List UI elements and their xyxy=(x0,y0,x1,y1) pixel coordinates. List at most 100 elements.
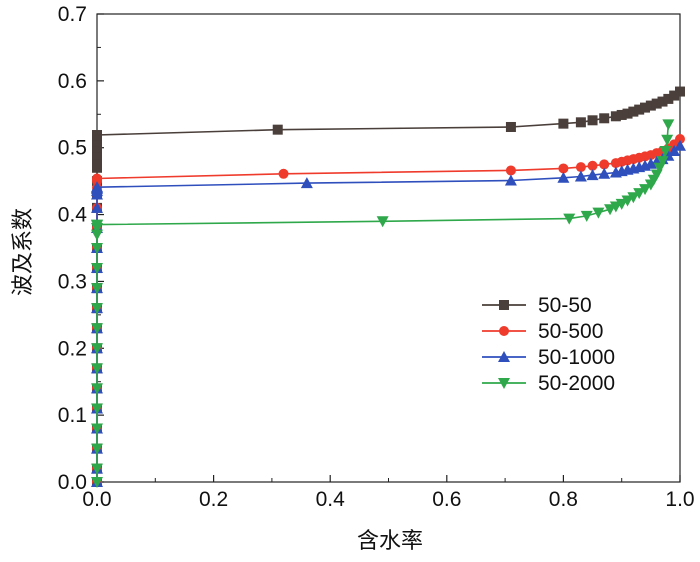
legend-label: 50-50 xyxy=(538,294,592,317)
data-point xyxy=(91,263,103,275)
data-point xyxy=(300,177,313,189)
data-point xyxy=(91,229,103,241)
data-point xyxy=(599,159,610,170)
y-tick-label: 0.4 xyxy=(58,204,88,227)
data-point xyxy=(628,106,639,117)
legend: 50-50 50-500 50-1000 50-2000 xyxy=(482,294,615,395)
series-50-1000 xyxy=(91,139,686,487)
data-point xyxy=(610,111,621,122)
data-point xyxy=(616,109,627,120)
data-point xyxy=(634,104,645,115)
x-axis-ticks: 0.0 0.2 0.4 0.6 0.8 1.0 xyxy=(82,475,695,511)
data-point xyxy=(91,403,103,415)
data-point xyxy=(558,118,569,129)
data-point xyxy=(674,139,686,151)
x-tick-label: 0.6 xyxy=(432,488,461,511)
legend-marker xyxy=(499,326,509,336)
data-point xyxy=(656,156,669,168)
data-point xyxy=(91,443,103,455)
data-point xyxy=(92,173,102,184)
data-point xyxy=(587,160,598,171)
data-point xyxy=(505,121,516,132)
series-50-50 xyxy=(92,86,685,487)
data-point xyxy=(574,170,587,182)
legend-marker xyxy=(498,378,510,389)
x-tick-label: 0.2 xyxy=(199,488,228,511)
x-tick-label: 1.0 xyxy=(665,488,694,511)
series-line xyxy=(96,90,681,482)
y-tick-label: 0.6 xyxy=(58,70,87,93)
data-point xyxy=(663,93,674,104)
data-point xyxy=(592,207,605,219)
data-point xyxy=(557,171,570,183)
data-point xyxy=(91,423,103,435)
legend-label: 50-1000 xyxy=(538,346,615,369)
data-point xyxy=(580,210,593,222)
data-point xyxy=(505,165,516,176)
series-50-2000 xyxy=(91,119,675,488)
data-point xyxy=(272,124,283,135)
legend-label: 50-500 xyxy=(538,320,603,343)
data-point xyxy=(599,113,610,124)
data-point xyxy=(91,323,103,335)
data-point xyxy=(639,184,652,196)
legend-item: 50-50 xyxy=(482,294,592,317)
data-point xyxy=(615,198,628,210)
data-point xyxy=(640,102,651,113)
data-point xyxy=(662,119,675,131)
data-point xyxy=(91,283,103,295)
data-point xyxy=(575,162,586,173)
data-point xyxy=(91,201,103,213)
data-point xyxy=(633,188,646,200)
data-point xyxy=(91,363,103,375)
data-point xyxy=(504,174,517,186)
x-tick-label: 0.0 xyxy=(82,488,111,511)
data-point xyxy=(657,96,668,107)
data-point xyxy=(91,383,103,395)
data-point xyxy=(563,213,576,225)
data-point xyxy=(278,168,289,179)
x-axis-title: 含水率 xyxy=(357,529,423,554)
data-point xyxy=(586,169,599,181)
data-point xyxy=(91,343,103,355)
data-point xyxy=(669,90,680,101)
data-point xyxy=(91,243,103,254)
data-point xyxy=(587,115,598,126)
data-point xyxy=(627,192,640,204)
data-point xyxy=(92,130,102,141)
data-point xyxy=(645,100,656,111)
data-point xyxy=(651,98,662,109)
legend-marker xyxy=(498,351,510,362)
legend-item: 50-1000 xyxy=(482,346,615,369)
y-tick-label: 0.0 xyxy=(58,471,87,494)
data-point xyxy=(675,86,685,97)
plot-frame xyxy=(96,13,681,483)
series-line xyxy=(96,138,681,482)
data-point xyxy=(92,156,102,167)
data-point xyxy=(558,163,569,174)
data-point xyxy=(92,162,102,173)
data-point xyxy=(661,134,674,146)
series-line xyxy=(96,145,681,482)
legend-item: 50-2000 xyxy=(482,372,615,395)
data-point xyxy=(92,142,102,153)
y-tick-label: 0.5 xyxy=(58,137,87,160)
series-layer xyxy=(91,86,686,488)
data-point xyxy=(376,216,389,228)
data-point xyxy=(675,134,685,145)
data-point xyxy=(92,136,102,147)
data-point xyxy=(91,181,103,193)
y-tick-label: 0.7 xyxy=(58,3,87,26)
data-point xyxy=(92,149,102,160)
data-point xyxy=(91,477,103,488)
y-tick-label: 0.2 xyxy=(58,337,87,360)
data-point xyxy=(622,108,633,119)
data-point xyxy=(659,146,672,158)
legend-label: 50-2000 xyxy=(538,372,615,395)
data-point xyxy=(621,195,634,207)
data-point xyxy=(91,303,103,315)
plot-border xyxy=(96,13,681,483)
data-point xyxy=(575,117,586,128)
